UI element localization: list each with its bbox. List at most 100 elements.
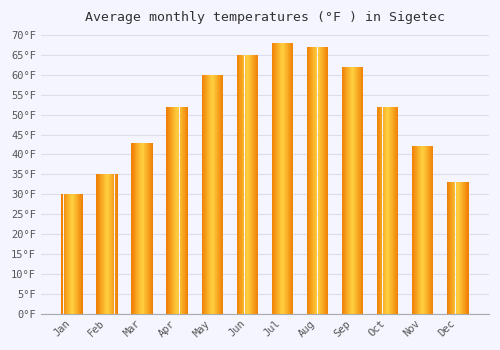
Bar: [68, 194, 70, 314]
Bar: [151, 142, 152, 314]
Bar: [143, 142, 144, 314]
Bar: [312, 47, 313, 314]
Bar: [251, 55, 252, 314]
Bar: [103, 174, 104, 314]
Bar: [310, 47, 311, 314]
Title: Average monthly temperatures (°F ) in Sigetec: Average monthly temperatures (°F ) in Si…: [85, 11, 445, 24]
Bar: [459, 182, 460, 314]
Bar: [168, 107, 170, 314]
Bar: [276, 43, 278, 314]
Bar: [222, 75, 223, 314]
Bar: [455, 182, 456, 314]
Bar: [135, 142, 136, 314]
Bar: [320, 47, 321, 314]
Bar: [460, 182, 462, 314]
Bar: [397, 107, 398, 314]
Bar: [183, 107, 184, 314]
Bar: [174, 107, 175, 314]
Bar: [433, 147, 434, 314]
Bar: [394, 107, 395, 314]
Bar: [178, 107, 179, 314]
Bar: [419, 147, 420, 314]
Bar: [63, 194, 64, 314]
Bar: [257, 55, 258, 314]
Bar: [180, 107, 181, 314]
Bar: [356, 67, 357, 314]
Bar: [467, 182, 468, 314]
Bar: [244, 55, 245, 314]
Bar: [249, 55, 250, 314]
Bar: [344, 67, 346, 314]
Bar: [391, 107, 392, 314]
Bar: [108, 174, 110, 314]
Bar: [102, 174, 103, 314]
Bar: [348, 67, 349, 314]
Bar: [274, 43, 275, 314]
Bar: [376, 107, 378, 314]
Bar: [78, 194, 80, 314]
Bar: [326, 47, 327, 314]
Bar: [359, 67, 360, 314]
Bar: [238, 55, 240, 314]
Bar: [221, 75, 222, 314]
Bar: [240, 55, 241, 314]
Bar: [250, 55, 251, 314]
Bar: [182, 107, 183, 314]
Bar: [463, 182, 464, 314]
Bar: [275, 43, 276, 314]
Bar: [465, 182, 466, 314]
Bar: [115, 174, 116, 314]
Bar: [416, 147, 417, 314]
Bar: [279, 43, 280, 314]
Bar: [100, 174, 102, 314]
Bar: [64, 194, 65, 314]
Bar: [97, 174, 98, 314]
Bar: [173, 107, 174, 314]
Bar: [248, 55, 249, 314]
Bar: [152, 142, 153, 314]
Bar: [98, 174, 100, 314]
Bar: [245, 55, 246, 314]
Bar: [171, 107, 172, 314]
Bar: [284, 43, 286, 314]
Bar: [104, 174, 105, 314]
Bar: [343, 67, 344, 314]
Bar: [112, 174, 113, 314]
Bar: [67, 194, 68, 314]
Bar: [309, 47, 310, 314]
Bar: [389, 107, 390, 314]
Bar: [422, 147, 424, 314]
Bar: [138, 142, 140, 314]
Bar: [318, 47, 319, 314]
Bar: [291, 43, 292, 314]
Bar: [395, 107, 396, 314]
Bar: [396, 107, 397, 314]
Bar: [360, 67, 361, 314]
Bar: [350, 67, 351, 314]
Bar: [150, 142, 151, 314]
Bar: [172, 107, 173, 314]
Bar: [378, 107, 379, 314]
Bar: [220, 75, 221, 314]
Bar: [210, 75, 211, 314]
Bar: [218, 75, 219, 314]
Bar: [289, 43, 290, 314]
Bar: [319, 47, 320, 314]
Bar: [254, 55, 256, 314]
Bar: [429, 147, 430, 314]
Bar: [418, 147, 419, 314]
Bar: [80, 194, 81, 314]
Bar: [216, 75, 218, 314]
Bar: [76, 194, 78, 314]
Bar: [75, 194, 76, 314]
Bar: [132, 142, 133, 314]
Bar: [288, 43, 289, 314]
Bar: [242, 55, 243, 314]
Bar: [62, 194, 63, 314]
Bar: [283, 43, 284, 314]
Bar: [349, 67, 350, 314]
Bar: [273, 43, 274, 314]
Bar: [316, 47, 317, 314]
Bar: [286, 43, 287, 314]
Bar: [308, 47, 309, 314]
